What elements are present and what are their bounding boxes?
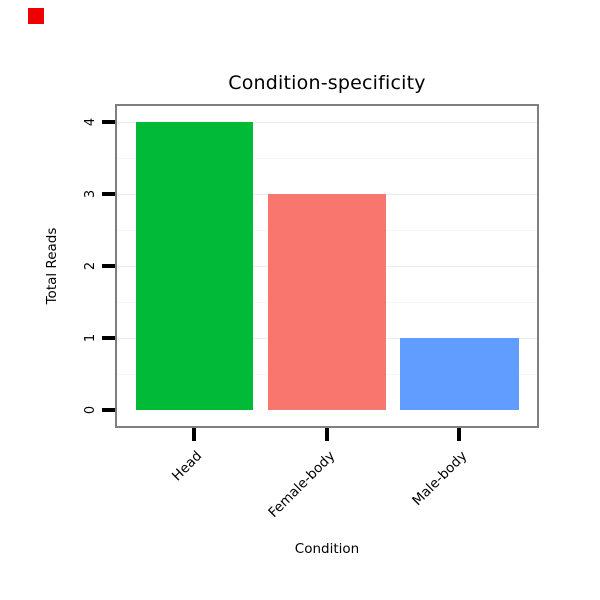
x-tick-label: Head — [169, 448, 206, 485]
bar-head — [136, 122, 253, 410]
y-axis-label: Total Reads — [44, 227, 60, 305]
chart-title: Condition-specificity — [228, 72, 426, 94]
y-axis-tick — [102, 192, 115, 196]
plot-area — [115, 104, 539, 428]
x-axis-label: Condition — [294, 541, 360, 557]
y-axis-tick — [102, 336, 115, 340]
y-axis-tick — [102, 264, 115, 268]
y-axis-tick — [102, 408, 115, 412]
y-axis-tick — [102, 120, 115, 124]
gridline — [117, 122, 537, 123]
gridline — [117, 158, 537, 159]
x-tick-label: Male-body — [409, 448, 471, 509]
x-axis-tick — [457, 428, 461, 441]
y-tick-label: 3 — [83, 189, 98, 199]
x-tick-label: Female-body — [265, 448, 339, 521]
y-tick-label: 0 — [83, 405, 98, 415]
bar-male-body — [400, 338, 519, 410]
bar-female-body — [268, 194, 386, 410]
x-axis-tick — [325, 428, 329, 441]
y-tick-label: 1 — [83, 333, 98, 343]
x-axis-tick — [192, 428, 196, 441]
y-tick-label: 2 — [83, 261, 98, 271]
y-tick-label: 4 — [83, 117, 98, 127]
red-marker — [28, 8, 44, 24]
